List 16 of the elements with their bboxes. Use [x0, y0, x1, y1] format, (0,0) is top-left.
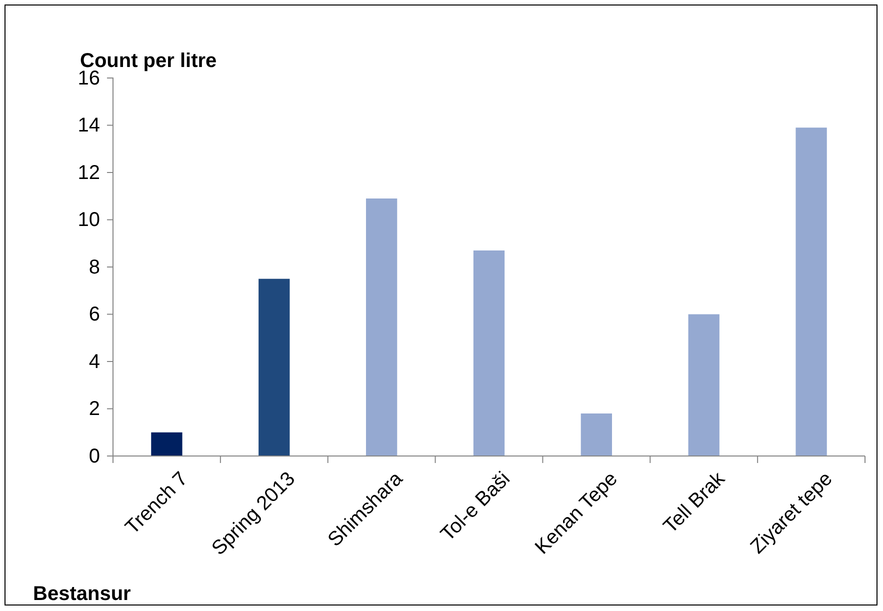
y-tick-label: 12	[78, 162, 100, 184]
bar	[796, 128, 827, 456]
bar	[258, 278, 290, 456]
bar	[580, 413, 612, 456]
bar	[473, 250, 505, 456]
bar	[688, 314, 720, 456]
y-tick-label: 0	[88, 445, 100, 468]
y-tick-label: 10	[78, 209, 100, 232]
bar	[151, 432, 182, 456]
text: Bestansur	[33, 583, 132, 605]
y-tick-label: 8	[88, 256, 100, 278]
y-tick-label: 4	[88, 350, 100, 373]
bar	[366, 198, 398, 456]
y-tick-label: 14	[78, 114, 100, 137]
y-tick-label: 2	[88, 398, 100, 420]
y-tick-label: 6	[88, 304, 100, 326]
